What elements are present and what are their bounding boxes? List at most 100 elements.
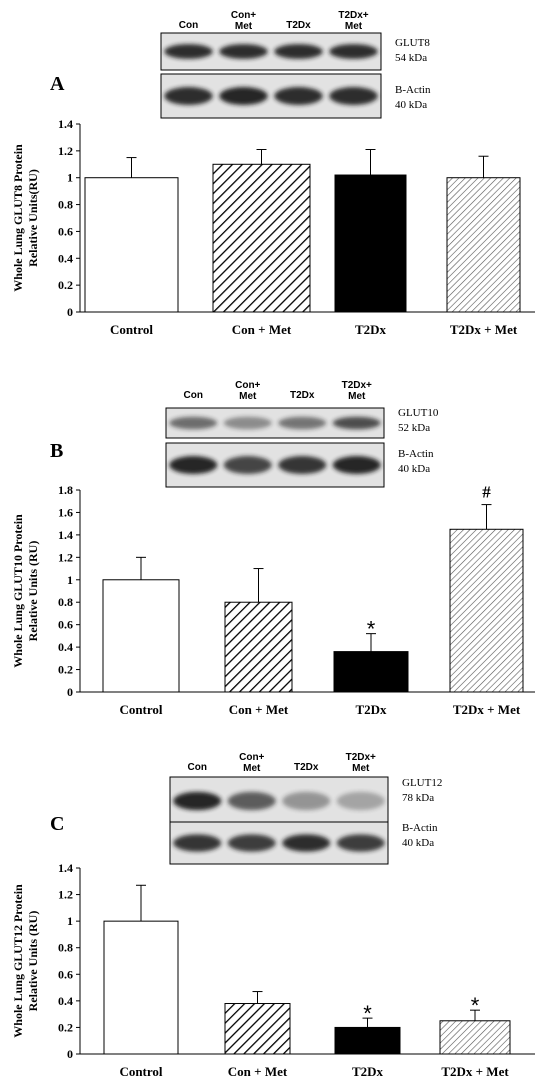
blot-band-target xyxy=(278,416,327,430)
blot-lane-label: T2Dx+ Met xyxy=(342,380,372,402)
bar-control xyxy=(84,177,179,313)
blot-lane-label-line: T2Dx+ xyxy=(338,10,368,21)
y-tick-label: 0 xyxy=(67,685,73,699)
y-tick-label: 1.8 xyxy=(58,483,73,497)
blot-lane-label-line: Met xyxy=(239,391,257,402)
x-category-label: Con + Met xyxy=(232,322,292,337)
y-tick-label: 0.6 xyxy=(58,618,73,632)
blot-band-target xyxy=(332,416,381,430)
blot-band-target xyxy=(329,44,378,59)
bar-t2dx xyxy=(334,174,407,313)
blot-band-control xyxy=(274,87,323,105)
blot-lane-label: Con+ Met xyxy=(239,752,264,774)
blot-target-label: GLUT8 xyxy=(395,37,430,49)
y-tick-label: 1 xyxy=(67,914,73,928)
blot-target-label: GLUT10 xyxy=(398,407,439,419)
x-category-label: Control xyxy=(119,702,162,717)
blot-band-control xyxy=(282,834,331,852)
blot-control-label: 40 kDa xyxy=(398,463,430,475)
blot-lane-label-line: T2Dx+ xyxy=(342,380,372,391)
x-category-label: T2Dx + Met xyxy=(450,322,518,337)
blot-band-target xyxy=(227,791,276,811)
blot-lane-label-line: T2Dx xyxy=(290,390,315,401)
y-tick-label: 1 xyxy=(67,573,73,587)
y-tick-label: 0.4 xyxy=(58,994,73,1008)
x-category-label: T2Dx xyxy=(352,1064,384,1079)
y-tick-label: 1.4 xyxy=(58,861,73,875)
blot-lane-label: T2Dx xyxy=(290,390,315,401)
blot-lane-label-line: Con xyxy=(179,20,198,31)
blot-band-control xyxy=(223,456,272,474)
blot-lane-label-line: Met xyxy=(345,21,363,32)
blot-lane-label: Con+ Met xyxy=(231,10,256,32)
y-tick-label: 1.6 xyxy=(58,505,73,519)
y-tick-label: 1.2 xyxy=(58,550,73,564)
blot-lane-label: T2Dx xyxy=(294,762,319,773)
y-tick-label: 0.6 xyxy=(58,967,73,981)
y-tick-label: 1.2 xyxy=(58,144,73,158)
blot-target-label: GLUT12 xyxy=(402,777,442,789)
y-axis-label: Relative Units(RU) xyxy=(26,169,40,267)
blot-lane-label: T2Dx+ Met xyxy=(338,10,368,32)
blot-lane-label: Con+ Met xyxy=(235,380,260,402)
bar-control xyxy=(103,920,179,1055)
x-category-label: T2Dx + Met xyxy=(441,1064,509,1079)
blot-lane-label: Con xyxy=(188,762,207,773)
y-axis-label: Whole Lung GLUT12 Protein xyxy=(11,884,25,1038)
x-category-label: T2Dx xyxy=(355,322,387,337)
blot-lane-label-line: Con+ xyxy=(235,380,260,391)
blot-control-label: 40 kDa xyxy=(395,99,427,111)
y-tick-label: 0.4 xyxy=(58,251,73,265)
y-tick-label: 0.8 xyxy=(58,198,73,212)
blot-lane-label-line: T2Dx+ xyxy=(346,752,376,763)
significance-marker: * xyxy=(363,1001,372,1026)
blot-control-label: B-Actin xyxy=(398,448,434,460)
blot-lane-label: T2Dx xyxy=(286,20,311,31)
significance-marker: # xyxy=(482,483,491,502)
bar-control xyxy=(102,579,180,693)
panel-A: Con Con+ Met T2Dx T2Dx+ Met GLUT8 54 kDa B-Actin… xyxy=(11,10,535,337)
y-tick-label: 0.4 xyxy=(58,640,73,654)
y-tick-label: 0 xyxy=(67,1047,73,1061)
blot-band-target xyxy=(164,44,213,59)
blot-band-target xyxy=(219,44,268,59)
significance-marker: * xyxy=(367,617,376,642)
y-axis-label: Relative Units (RU) xyxy=(26,541,40,642)
blot-band-control xyxy=(219,87,268,105)
y-tick-label: 1.4 xyxy=(58,528,73,542)
y-tick-label: 0.8 xyxy=(58,595,73,609)
panel-letter: A xyxy=(50,73,65,95)
blot-band-target xyxy=(169,416,218,430)
bar-con-met xyxy=(224,1003,291,1055)
blot-lane-label-line: T2Dx xyxy=(294,762,319,773)
x-category-label: Con + Met xyxy=(228,1064,288,1079)
blot-lane-label: T2Dx+ Met xyxy=(346,752,376,774)
blot-target-label: 78 kDa xyxy=(402,792,434,804)
blot-target-label: 54 kDa xyxy=(395,52,427,64)
bar-con-met xyxy=(224,601,293,693)
x-category-label: T2Dx + Met xyxy=(453,702,521,717)
blot-band-target xyxy=(223,416,272,430)
blot-control-label: 40 kDa xyxy=(402,837,434,849)
y-tick-label: 0.2 xyxy=(58,663,73,677)
blot-lane-label: Con xyxy=(184,390,203,401)
blot-control-label: B-Actin xyxy=(395,84,431,96)
panel-letter: B xyxy=(50,440,63,462)
blot-band-control xyxy=(278,456,327,474)
y-tick-label: 0.2 xyxy=(58,1020,73,1034)
blot-lane-label-line: Con+ xyxy=(239,752,264,763)
y-axis-label: Relative Units (RU) xyxy=(26,911,40,1012)
blot-band-control xyxy=(329,87,378,105)
significance-marker: * xyxy=(471,993,480,1018)
bar-t2dx-met xyxy=(449,528,524,693)
blot-lane-label-line: Met xyxy=(348,391,366,402)
y-tick-label: 0.8 xyxy=(58,941,73,955)
panel-letter: C xyxy=(50,813,64,835)
blot-band-control xyxy=(332,456,381,474)
blot-band-target xyxy=(282,791,331,811)
blot-lane-label-line: Con xyxy=(188,762,207,773)
blot-lane-label-line: Met xyxy=(352,763,370,774)
